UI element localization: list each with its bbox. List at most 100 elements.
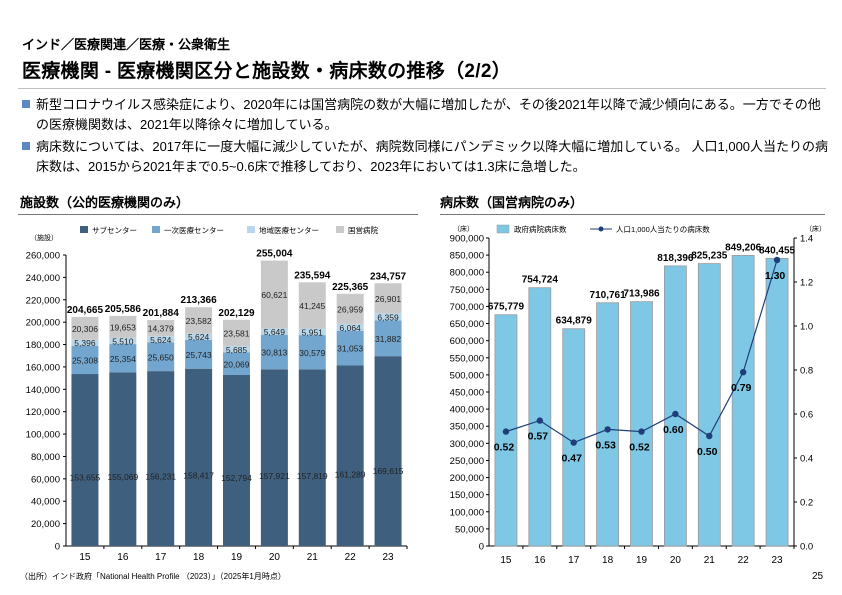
x-tick-label: 17 <box>155 552 167 563</box>
y-tick-label-left: 100,000 <box>450 507 484 518</box>
y-tick-label-left: 0 <box>479 542 484 553</box>
facilities-chart-title: 施設数（公的医療機関のみ） <box>20 195 190 210</box>
line-point-label: 0.57 <box>528 431 549 443</box>
line-point-label: 0.50 <box>697 446 718 458</box>
total-label: 255,004 <box>256 249 293 260</box>
line-marker <box>638 428 645 435</box>
bar-segment <box>298 328 326 336</box>
x-tick-label: 21 <box>704 555 716 566</box>
bar-segment <box>336 323 364 331</box>
segment-label: 161,289 <box>335 469 366 479</box>
segment-label: 157,921 <box>259 471 290 481</box>
segment-label: 169,615 <box>373 466 404 476</box>
segment-label: 156,231 <box>145 472 176 482</box>
bar-segment <box>109 372 137 546</box>
segment-label: 60,621 <box>261 290 287 300</box>
bar-segment <box>260 334 288 370</box>
line-point-label: 0.60 <box>663 424 684 436</box>
segment-label: 20,069 <box>224 359 250 369</box>
bar-segment <box>374 356 402 546</box>
y-tick-label: 40,000 <box>31 497 60 508</box>
page-title: 医療機関 - 医療機関区分と施設数・病床数の推移（2/2） <box>22 61 511 82</box>
bed-bar <box>562 328 586 547</box>
y-tick-label-left: 750,000 <box>450 285 484 296</box>
legend-label: 地域医療センター <box>259 225 319 235</box>
segment-label: 155,069 <box>107 472 138 482</box>
segment-label: 6,064 <box>340 323 362 333</box>
line-point-label: 1.30 <box>765 270 786 282</box>
line-point-label: 0.47 <box>562 453 583 465</box>
legend-label: 一次医療センター <box>164 225 224 235</box>
segment-label: 26,901 <box>375 294 401 304</box>
y-tick-label: 120,000 <box>26 407 60 418</box>
bar-segment <box>109 344 137 373</box>
legend-swatch <box>152 226 160 233</box>
x-tick-label: 18 <box>602 555 614 566</box>
y-axis-unit-right: （床） <box>805 224 826 233</box>
bar-segment <box>71 374 99 546</box>
segment-label: 157,819 <box>297 471 328 481</box>
x-tick-label: 19 <box>636 555 648 566</box>
x-tick-label: 18 <box>193 552 205 563</box>
bar-segment <box>223 346 250 353</box>
bar-segment <box>71 345 99 375</box>
beds-chart-title: 病床数（国営病院のみ） <box>440 195 584 210</box>
line-marker <box>570 439 577 446</box>
total-label: 225,365 <box>332 282 369 293</box>
source-note: （出所）インド政府「National Health Profile （2023）… <box>20 572 286 581</box>
y-tick-label: 60,000 <box>31 474 60 485</box>
y-tick-label-left: 600,000 <box>450 336 484 347</box>
y-tick-label-left: 500,000 <box>450 370 484 381</box>
bed-bar <box>765 257 789 547</box>
bullet-1: 新型コロナウイルス感染症により、2020年には国営病院の数が大幅に増加したが、そ… <box>22 95 832 135</box>
bar-segment <box>185 368 213 546</box>
y-tick-label-left: 450,000 <box>450 388 484 399</box>
segment-label: 5,624 <box>150 335 172 345</box>
total-label: 205,586 <box>105 304 142 315</box>
bar-segment <box>147 371 175 546</box>
x-tick-label: 22 <box>738 555 750 566</box>
title-divider <box>18 88 826 89</box>
bar-segment <box>185 307 213 334</box>
y-tick-label-left: 550,000 <box>450 353 484 364</box>
legend-swatch <box>336 226 344 233</box>
total-label: 202,129 <box>218 308 255 319</box>
bar-segment <box>223 374 250 546</box>
x-tick-label: 20 <box>670 555 682 566</box>
bed-bar <box>697 263 721 547</box>
bar-segment <box>109 315 137 338</box>
line-marker <box>706 432 713 440</box>
y-tick-label-left: 50,000 <box>455 524 484 535</box>
bullet-2: 病床数については、2017年に一度大幅に減少していたが、病院数同様にパンデミック… <box>22 137 832 177</box>
bar-segment <box>336 293 364 324</box>
total-label: 234,757 <box>370 271 407 282</box>
bed-bar-label: 818,396 <box>657 253 694 264</box>
segment-label: 26,959 <box>337 304 363 314</box>
y-tick-label: 160,000 <box>26 362 60 373</box>
bar-segment <box>223 352 250 375</box>
section-divider <box>440 214 825 215</box>
bar-segment <box>147 336 175 343</box>
y-tick-label-left: 850,000 <box>450 251 484 262</box>
y-tick-label-right: 0.0 <box>800 542 813 553</box>
y-tick-label-right: 0.8 <box>800 366 813 377</box>
x-tick-label: 17 <box>568 555 580 566</box>
y-tick-label: 140,000 <box>26 385 60 396</box>
line-marker <box>739 369 747 376</box>
x-tick-label: 19 <box>231 552 243 563</box>
segment-label: 5,510 <box>112 336 134 346</box>
y-tick-label: 180,000 <box>26 340 60 351</box>
y-tick-label: 260,000 <box>26 251 60 262</box>
segment-label: 158,417 <box>183 471 214 481</box>
bar-segment <box>336 330 364 366</box>
x-tick-label: 15 <box>79 552 91 563</box>
bed-bar-label: 710,761 <box>590 290 627 301</box>
y-tick-label-right: 1.2 <box>800 278 813 289</box>
line-marker <box>536 417 544 424</box>
segment-label: 30,579 <box>299 348 325 358</box>
x-tick-label: 15 <box>500 555 512 566</box>
x-tick-label: 20 <box>269 552 281 563</box>
y-tick-label-left: 300,000 <box>450 439 484 450</box>
total-label: 235,594 <box>294 270 331 281</box>
